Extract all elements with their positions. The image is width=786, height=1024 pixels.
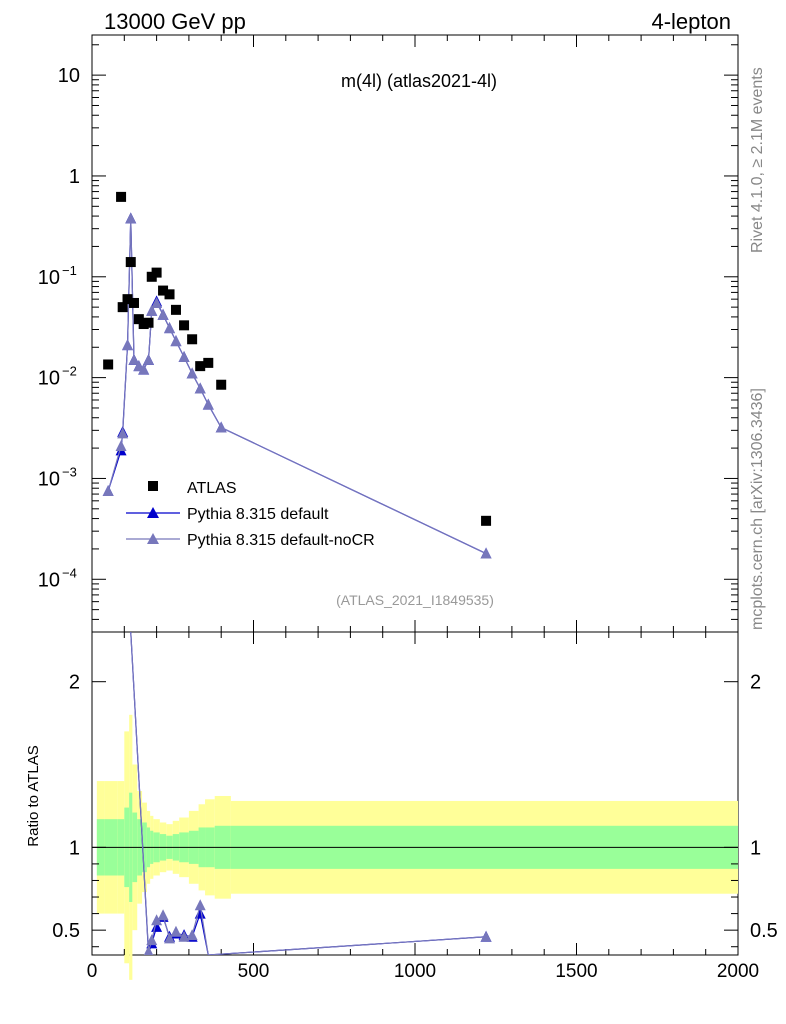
ratio-marker-nocr	[170, 925, 182, 937]
series-marker-nocr	[480, 547, 492, 559]
data-point	[195, 361, 206, 372]
data-point	[216, 379, 227, 390]
ratio-marker-nocr	[146, 934, 158, 946]
series-marker-nocr	[194, 382, 206, 394]
series-marker-nocr	[122, 339, 134, 351]
ratio-marker-nocr	[151, 914, 163, 926]
ratio-bands	[92, 714, 738, 980]
data-point	[116, 191, 127, 202]
data-points	[103, 191, 492, 526]
y-tick-label-ratio-right: 0.5	[750, 920, 778, 942]
series-line-nocr	[107, 218, 487, 555]
data-point	[203, 357, 214, 368]
data-point	[117, 302, 128, 313]
ratio-marker-nocr	[178, 930, 190, 942]
ratio-panel-frame	[91, 631, 739, 956]
series-marker-nocr	[146, 304, 158, 316]
y-tick-label-ratio: 0.5	[52, 920, 80, 942]
series-marker-nocr	[138, 363, 150, 375]
ratio-line-default	[130, 632, 487, 955]
ratio-marker-nocr	[194, 899, 206, 911]
series-marker-nocr	[128, 353, 140, 365]
data-point	[187, 334, 198, 345]
y-tick-label-main-exponent: −1	[62, 263, 77, 278]
series-marker-nocr	[151, 296, 163, 308]
y-tick-label-main-exponent: −4	[62, 565, 77, 580]
data-point	[151, 267, 162, 278]
series-marker-nocr	[102, 485, 114, 497]
channel-label: 4-lepton	[651, 9, 731, 34]
x-tick-label: 1500	[555, 961, 597, 982]
legend: ATLAS Pythia 8.315 default Pythia 8.315 …	[126, 480, 375, 549]
series-marker-nocr	[215, 421, 227, 433]
ratio-marker-nocr	[164, 932, 176, 944]
data-point	[179, 320, 190, 331]
series-marker-nocr	[186, 367, 198, 379]
series-marker-nocr	[178, 351, 190, 363]
ratio-series-group	[130, 632, 492, 955]
series-marker-nocr	[202, 398, 214, 410]
ratio-series	[130, 632, 492, 955]
x-tick-label: 1000	[394, 961, 436, 982]
x-tick-label: 500	[238, 961, 270, 982]
y-tick-label-main-exponent: −3	[62, 464, 77, 479]
legend-marker-data	[148, 481, 158, 491]
series-marker-nocr	[117, 427, 129, 439]
data-point	[158, 285, 169, 296]
y-tick-label-ratio-right: 1	[750, 837, 761, 859]
y-tick-label-ratio-right: 2	[750, 672, 761, 694]
analysis-tag: (ATLAS_2021_I1849535)	[336, 592, 494, 608]
chart-title: m(4l) (atlas2021-4l)	[341, 71, 497, 91]
y-tick-label-main: 10	[38, 368, 60, 390]
series-line-default	[107, 218, 487, 555]
x-tick-label: 0	[87, 961, 98, 982]
y-tick-label-ratio: 1	[69, 837, 80, 859]
data-point	[164, 289, 175, 300]
y-tick-label-main: 10	[58, 65, 80, 87]
series-marker-nocr	[115, 439, 127, 451]
y-tick-label-main: 10	[38, 468, 60, 490]
data-point	[103, 359, 114, 370]
ratio-marker-nocr	[480, 930, 492, 942]
mcplots-label: mcplots.cern.ch [arXiv:1306.3436]	[749, 388, 766, 630]
legend-marker-default	[147, 507, 159, 518]
ratio-marker-nocr	[186, 929, 198, 941]
rivet-version-label: Rivet 4.1.0, ≥ 2.1M events	[749, 67, 766, 253]
x-tick-label: 2000	[717, 961, 759, 982]
legend-label-data: ATLAS	[187, 480, 237, 497]
legend-label-default: Pythia 8.315 default	[187, 506, 329, 523]
y-tick-label-main-exponent: −2	[62, 364, 77, 379]
legend-label-nocr: Pythia 8.315 default-noCR	[187, 532, 375, 549]
y-tick-label-ratio: 2	[69, 672, 80, 694]
series-marker-nocr	[164, 322, 176, 334]
collision-label: 13000 GeV pp	[104, 9, 246, 34]
data-point	[125, 257, 136, 268]
y-tick-label-main: 10	[38, 569, 60, 591]
series-marker-nocr	[125, 212, 137, 224]
series-marker-nocr	[143, 353, 155, 365]
ratio-line-nocr	[130, 632, 487, 955]
data-point	[143, 317, 154, 328]
y-tick-label-main: 1	[69, 166, 80, 188]
data-point	[128, 297, 139, 308]
ratio-marker-nocr	[143, 945, 154, 955]
data-point	[481, 515, 492, 526]
legend-marker-nocr	[147, 533, 159, 544]
series-marker-nocr	[170, 335, 182, 347]
data-point	[170, 304, 181, 315]
ratio-y-axis-label: Ratio to ATLAS	[25, 745, 42, 846]
y-tick-label-main: 10	[38, 267, 60, 289]
mc-series	[102, 212, 492, 559]
series-marker-nocr	[157, 308, 169, 320]
data-point	[122, 294, 133, 305]
ratio-marker-nocr	[157, 909, 169, 921]
